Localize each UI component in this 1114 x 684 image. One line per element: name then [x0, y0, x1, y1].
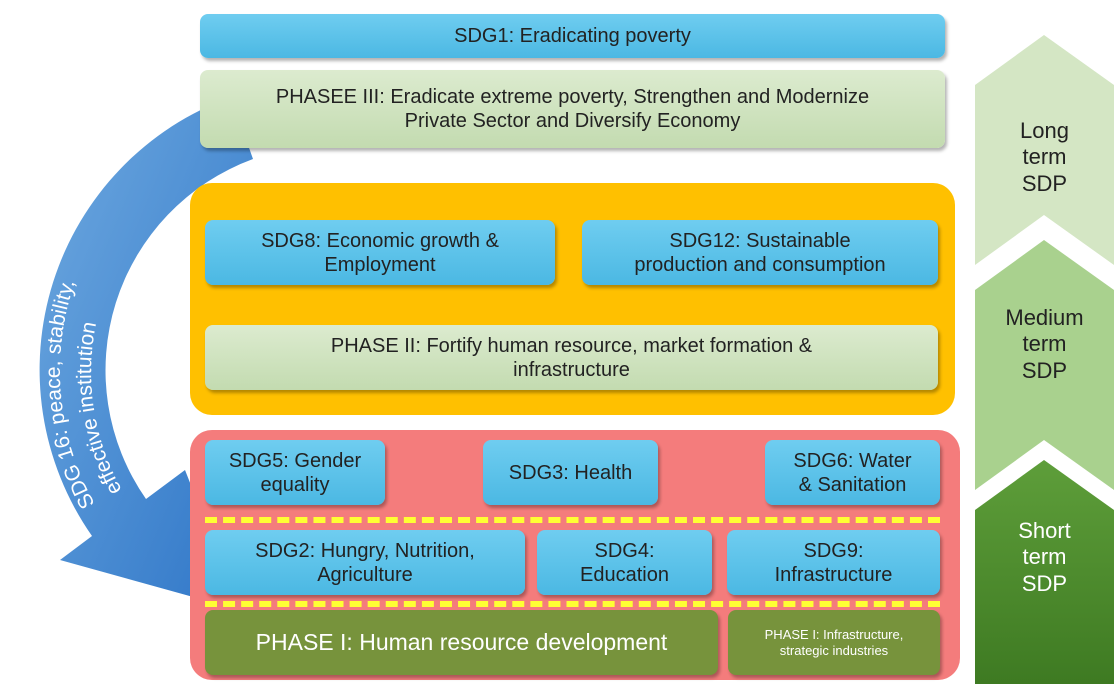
label: & Sanitation — [798, 473, 907, 496]
label: equality — [260, 473, 330, 496]
medium-chevron — [975, 240, 1114, 490]
label: production and consumption — [634, 253, 886, 276]
label: SDG5: Gender — [228, 449, 362, 472]
label: term — [1022, 544, 1067, 570]
label: strategic industries — [779, 642, 889, 658]
label: SDG2: Hungry, Nutrition, — [255, 539, 475, 562]
sdg4-box: SDG4: Education — [537, 530, 712, 595]
curved-arrow — [39, 97, 254, 610]
short-term-label: Short term SDP — [975, 518, 1114, 597]
sdg5-box: SDG5: Gender equality — [205, 440, 385, 505]
short-chevron — [975, 460, 1114, 684]
label: SDG6: Water — [793, 449, 912, 472]
label: PHASE II: Fortify human resource, market… — [330, 334, 813, 357]
dashed-divider — [205, 601, 940, 607]
label: PHASEE III: Eradicate extreme poverty, S… — [275, 86, 870, 108]
label: SDP — [1021, 570, 1068, 596]
label: SDG4: — [594, 539, 655, 562]
phase3-box: PHASEE III: Eradicate extreme poverty, S… — [200, 70, 945, 148]
sdg2-box: SDG2: Hungry, Nutrition, Agriculture — [205, 530, 525, 595]
phase2-box: PHASE II: Fortify human resource, market… — [205, 325, 938, 390]
label: Agriculture — [317, 563, 413, 586]
sdg6-box: SDG6: Water & Sanitation — [765, 440, 940, 505]
dashed-divider — [205, 517, 940, 523]
label: SDP — [1021, 170, 1068, 196]
label: term — [1022, 144, 1067, 170]
phase1b-box: PHASE I: Infrastructure, strategic indust… — [728, 610, 940, 675]
sdg9-box: SDG9: Infrastructure — [727, 530, 940, 595]
label: SDG8: Economic growth & — [261, 229, 499, 252]
medium-term-label: Medium term SDP — [975, 305, 1114, 384]
long-term-label: Long term SDP — [975, 118, 1114, 197]
sdg3-box: SDG3: Health — [483, 440, 658, 505]
label: Long — [1020, 118, 1069, 143]
label: SDG3: Health — [508, 461, 633, 484]
label: Infrastructure — [774, 563, 893, 586]
label: term — [1022, 331, 1067, 357]
sdg1-box: SDG1: Eradicating poverty — [200, 14, 945, 58]
sdg8-box: SDG8: Economic growth & Employment — [205, 220, 555, 285]
label: PHASE I: Human resource development — [255, 628, 668, 655]
long-chevron — [975, 35, 1114, 265]
label: SDG9: — [803, 539, 864, 562]
label: SDP — [1021, 357, 1068, 383]
phase1-box: PHASE I: Human resource development — [205, 610, 718, 675]
label: SDG12: Sustainable — [669, 229, 851, 252]
label: SDG1: Eradicating poverty — [454, 25, 691, 47]
label: Short — [1018, 518, 1071, 543]
label: Medium — [1005, 305, 1084, 330]
label: infrastructure — [513, 358, 630, 381]
label: Employment — [324, 253, 436, 276]
label: Private Sector and Diversify Economy — [404, 110, 741, 132]
label: Education — [580, 563, 669, 586]
label: PHASE I: Infrastructure, — [764, 626, 904, 642]
sdg12-box: SDG12: Sustainable production and consump… — [582, 220, 938, 285]
